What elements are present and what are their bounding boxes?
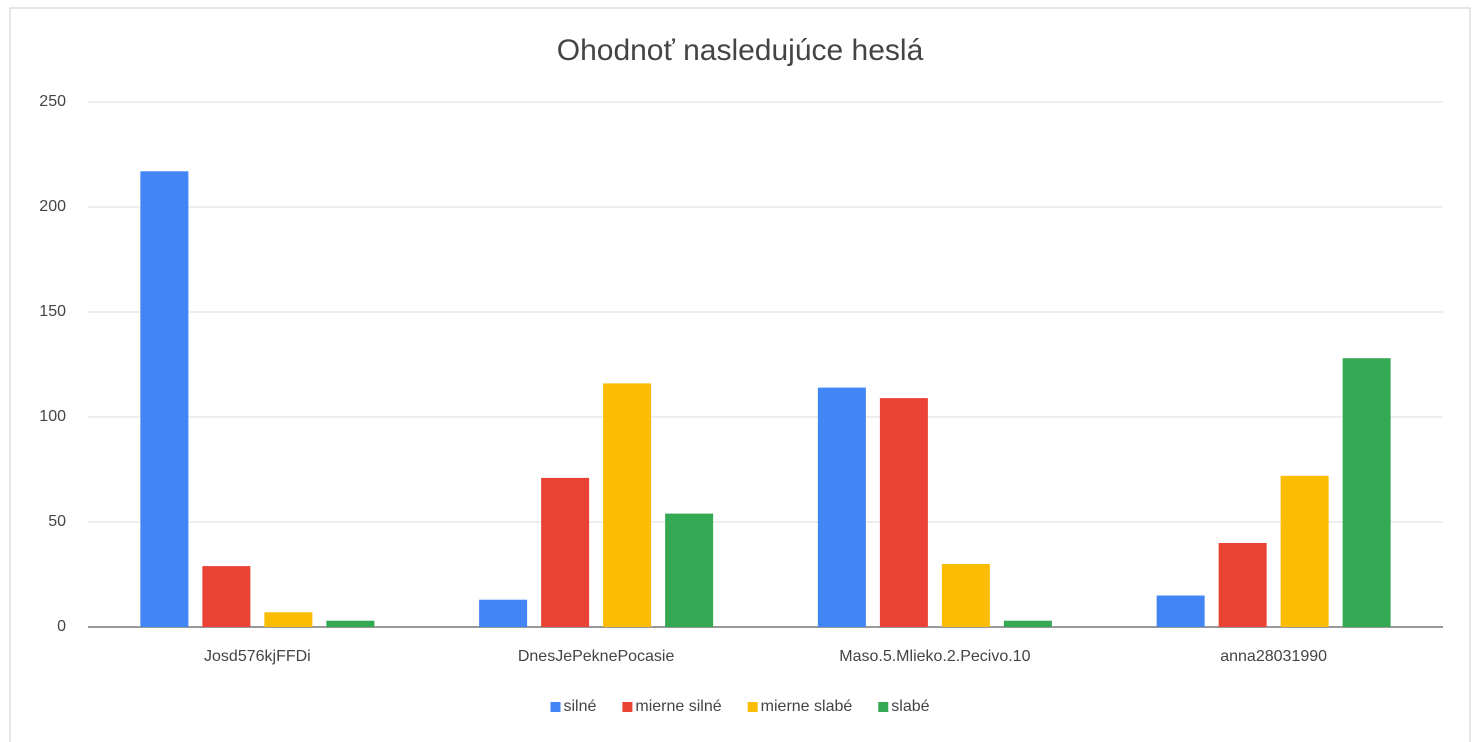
legend-swatch: [878, 702, 889, 712]
bar: [603, 383, 652, 627]
x-tick-label: anna28031990: [1220, 648, 1327, 665]
bar: [1218, 543, 1267, 627]
legend-swatch: [550, 702, 561, 712]
y-tick-label: 250: [39, 93, 66, 110]
legend-label: mierne silné: [635, 698, 721, 715]
bar: [140, 171, 189, 628]
x-tick-label: Maso.5.Mlieko.2.Pecivo.10: [839, 648, 1030, 665]
bar: [665, 513, 714, 627]
x-tick-label: Josd576kjFFDi: [204, 648, 311, 665]
y-tick-label: 200: [39, 198, 66, 215]
chart-frame: [9, 7, 1471, 742]
bar: [817, 387, 866, 627]
bar: [1156, 595, 1205, 627]
y-tick-label: 150: [39, 303, 66, 320]
legend-label: slabé: [891, 698, 929, 715]
x-tick-label: DnesJePeknePocasie: [518, 648, 675, 665]
legend-label: mierne slabé: [761, 698, 853, 715]
y-tick-label: 50: [48, 513, 66, 530]
bar: [1342, 358, 1391, 627]
bar: [1003, 620, 1052, 627]
bar: [1280, 475, 1329, 627]
bar: [941, 564, 990, 627]
bar: [879, 398, 928, 627]
bar: [326, 620, 375, 627]
legend-swatch: [747, 702, 758, 712]
chart-title: Ohodnoť nasledujúce heslá: [557, 34, 924, 67]
bar: [541, 477, 590, 627]
bar: [479, 599, 528, 627]
y-tick-label: 0: [57, 618, 66, 635]
legend-swatch: [622, 702, 633, 712]
y-tick-label: 100: [39, 408, 66, 425]
bar: [264, 612, 313, 627]
legend-label: silné: [563, 698, 596, 715]
bar: [202, 566, 251, 627]
